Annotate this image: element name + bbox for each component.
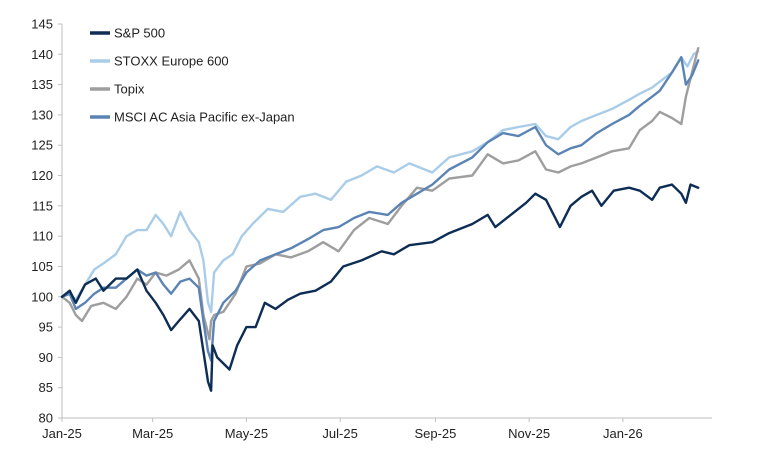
x-tick-label: Jul-25	[322, 426, 357, 441]
y-tick-label: 135	[31, 77, 53, 92]
x-tick-label: Jan-25	[42, 426, 82, 441]
series-line-s-p-500	[60, 183, 700, 392]
x-tick-label: May-25	[225, 426, 268, 441]
y-tick-label: 100	[31, 289, 53, 304]
x-tick-label: Jan-26	[603, 426, 643, 441]
x-tick-label: Mar-25	[132, 426, 173, 441]
legend-label: STOXX Europe 600	[114, 54, 229, 69]
y-axis: 80 85 90 95 100 105 110 115 120 125 130 135 140 145	[31, 17, 63, 426]
y-tick-label: 140	[31, 47, 53, 62]
y-tick-label: 80	[39, 411, 53, 426]
legend: S&P 500 STOXX Europe 600 Topix MSCI AC Asia…	[90, 26, 295, 125]
series-line-stoxx-europe-600	[60, 50, 700, 314]
x-tick-label: Nov-25	[508, 426, 550, 441]
x-tick-label: Sep-25	[414, 426, 456, 441]
series-line-topix	[60, 47, 700, 341]
legend-label: MSCI AC Asia Pacific ex-Japan	[114, 110, 295, 125]
y-tick-label: 130	[31, 107, 53, 122]
legend-label: Topix	[114, 82, 145, 97]
legend-label: S&P 500	[114, 26, 165, 41]
y-tick-label: 145	[31, 17, 53, 32]
y-tick-label: 95	[39, 320, 53, 335]
y-tick-label: 115	[32, 198, 53, 213]
series-lines	[60, 47, 700, 392]
y-tick-label: 110	[32, 229, 53, 244]
y-tick-label: 120	[31, 168, 53, 183]
y-tick-label: 85	[39, 380, 53, 395]
y-tick-label: 90	[39, 350, 53, 365]
series-line-msci-ac-asia-pacific-ex-japan	[60, 56, 700, 362]
y-tick-label: 105	[31, 259, 53, 274]
x-axis: Jan-25 Mar-25 May-25 Jul-25 Sep-25 Nov-25 Jan-…	[42, 417, 712, 441]
y-tick-label: 125	[31, 138, 53, 153]
